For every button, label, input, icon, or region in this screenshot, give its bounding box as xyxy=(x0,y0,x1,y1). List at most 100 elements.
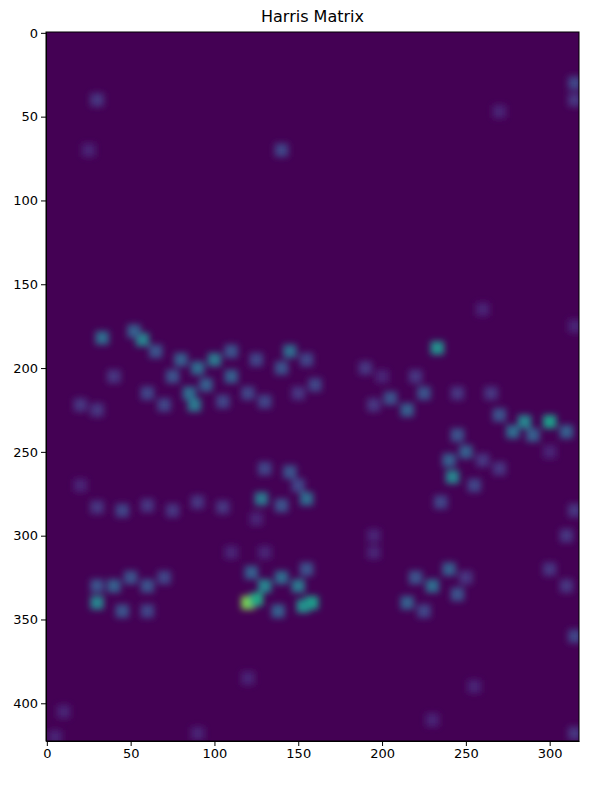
heatmap-cell xyxy=(191,495,204,508)
heatmap-cell xyxy=(141,387,154,400)
tick: 300 xyxy=(13,528,46,543)
heatmap-cell xyxy=(258,462,271,475)
tick: 100 xyxy=(203,741,228,761)
heatmap-cell xyxy=(124,571,137,584)
heatmap-cell xyxy=(250,593,263,606)
tick: 0 xyxy=(30,25,46,40)
tick: 400 xyxy=(13,696,46,711)
heatmap-cell xyxy=(49,730,62,741)
heatmap-cell xyxy=(367,529,380,542)
tick-label: 0 xyxy=(43,746,51,761)
heatmap-cell xyxy=(476,454,489,467)
tick: 200 xyxy=(13,361,46,376)
tick: 150 xyxy=(13,277,46,292)
heatmap-cell xyxy=(568,76,579,89)
heatmap-cell xyxy=(409,370,422,383)
heatmap-cell xyxy=(95,331,108,344)
heatmap-cell xyxy=(367,398,380,411)
heatmap-cell xyxy=(300,562,313,575)
heatmap-cell xyxy=(90,500,103,513)
heatmap-cell xyxy=(225,345,238,358)
heatmap-background xyxy=(46,32,579,741)
heatmap-cell xyxy=(568,93,579,106)
tick-mark xyxy=(41,117,46,118)
tick: 50 xyxy=(123,741,140,761)
heatmap-cell xyxy=(275,499,288,512)
heatmap-cell xyxy=(191,361,204,374)
heatmap-cell xyxy=(308,378,321,391)
heatmap-cell xyxy=(225,546,238,559)
heatmap-cell xyxy=(107,579,120,592)
heatmap-cell xyxy=(400,596,413,609)
tick-label: 250 xyxy=(13,445,38,460)
heatmap-cell xyxy=(431,341,444,354)
heatmap-cell xyxy=(250,353,263,366)
heatmap-cell xyxy=(543,445,556,458)
heatmap-cell xyxy=(442,454,455,467)
tick: 350 xyxy=(13,612,46,627)
heatmap-cell xyxy=(90,403,103,416)
tick-label: 200 xyxy=(13,361,38,376)
heatmap-cell xyxy=(149,345,162,358)
heatmap-cell xyxy=(166,504,179,517)
heatmap-cell xyxy=(506,425,519,438)
heatmap-cell xyxy=(468,680,481,693)
heatmap-cell xyxy=(258,395,271,408)
heatmap-cell xyxy=(384,392,397,405)
tick: 300 xyxy=(538,741,563,761)
heatmap-cell xyxy=(493,408,506,421)
heatmap-cell xyxy=(258,546,271,559)
heatmap-cell xyxy=(141,499,154,512)
heatmap-cell xyxy=(434,495,447,508)
heatmap-cell xyxy=(568,319,579,332)
heatmap-cell xyxy=(518,415,531,428)
heatmap-cell xyxy=(90,596,103,609)
heatmap-cell xyxy=(174,353,187,366)
heatmap-cell xyxy=(484,387,497,400)
heatmap-cell xyxy=(400,403,413,416)
heatmap-cell xyxy=(82,143,95,156)
tick-label: 250 xyxy=(454,746,479,761)
heatmap-cell xyxy=(300,492,313,505)
heatmap-cell xyxy=(74,479,87,492)
heatmap-cell xyxy=(560,579,573,592)
heatmap-cell xyxy=(459,571,472,584)
tick: 250 xyxy=(13,445,46,460)
heatmap-cell xyxy=(275,571,288,584)
tick: 0 xyxy=(43,741,51,761)
tick-mark xyxy=(41,33,46,34)
tick-label: 300 xyxy=(538,746,563,761)
heatmap-cell xyxy=(417,387,430,400)
heatmap-cell xyxy=(451,428,464,441)
heatmap-cell xyxy=(375,370,388,383)
heatmap-cell xyxy=(283,465,296,478)
tick: 50 xyxy=(21,109,46,124)
heatmap-cell xyxy=(90,93,103,106)
tick-mark xyxy=(41,200,46,201)
heatmap-cell xyxy=(275,361,288,374)
heatmap-cell xyxy=(241,671,254,684)
heatmap-cell xyxy=(283,345,296,358)
heatmap-cell xyxy=(367,546,380,559)
tick-label: 50 xyxy=(123,746,140,761)
plot-area xyxy=(46,32,579,741)
tick: 150 xyxy=(286,741,311,761)
tick-mark xyxy=(41,284,46,285)
heatmap-cell xyxy=(451,588,464,601)
axis-line xyxy=(47,741,580,742)
tick: 250 xyxy=(454,741,479,761)
heatmap-cell xyxy=(560,425,573,438)
heatmap-cell xyxy=(166,370,179,383)
tick-label: 50 xyxy=(21,109,38,124)
heatmap-cell xyxy=(74,398,87,411)
heatmap-cell xyxy=(292,479,305,492)
heatmap-cell xyxy=(225,370,238,383)
heatmap-cell xyxy=(116,604,129,617)
tick-mark xyxy=(41,368,46,369)
heatmap-cell xyxy=(426,579,439,592)
heatmap-cell xyxy=(241,387,254,400)
heatmap-cell xyxy=(216,500,229,513)
heatmap-cell xyxy=(107,370,120,383)
tick-label: 400 xyxy=(13,696,38,711)
heatmap-cell xyxy=(141,579,154,592)
